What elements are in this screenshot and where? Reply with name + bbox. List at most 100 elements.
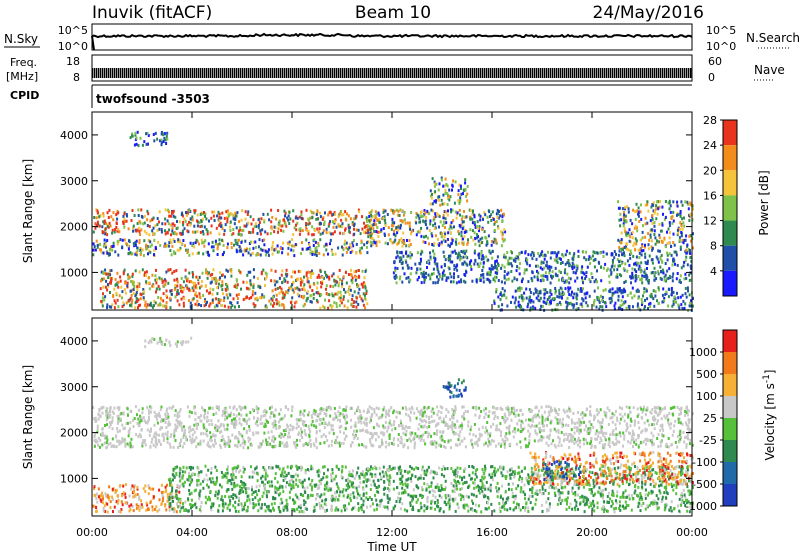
scatter-cell [206,443,209,447]
scatter-cell [445,278,448,282]
nave-bar [134,68,136,78]
nave-bar [442,68,444,78]
scatter-cell [217,210,220,214]
scatter-cell [449,225,452,229]
scatter-cell [410,266,413,270]
scatter-cell [205,217,208,221]
scatter-cell [373,215,376,219]
scatter-cell [392,409,395,413]
scatter-cell [462,249,465,253]
scatter-cell [669,231,671,235]
scatter-cell [555,259,558,263]
scatter-cell [395,410,398,414]
scatter-cell [145,231,148,235]
scatter-cell [235,286,238,289]
scatter-cell [550,419,553,423]
scatter-cell [422,425,425,429]
scatter-cell [348,226,351,230]
scatter-cell [671,279,674,283]
scatter-cell [186,211,189,215]
scatter-cell [460,234,463,238]
scatter-cell [129,251,132,255]
nave-bar [512,68,514,78]
scatter-cell [122,214,125,218]
scatter-cell [150,427,152,431]
nave-bar [116,68,118,78]
scatter-cell [573,292,576,296]
scatter-cell [418,422,421,426]
scatter-cell [493,237,496,241]
scatter-cell [109,247,111,251]
scatter-cell [385,409,388,413]
scatter-cell [460,237,463,241]
scatter-cell [418,275,420,279]
scatter-cell [241,434,244,438]
scatter-cell [559,262,562,265]
scatter-cell [284,222,287,226]
scatter-cell [331,274,334,278]
scatter-cell [476,233,479,237]
scatter-cell [608,274,611,278]
scatter-cell [212,277,215,281]
scatter-cell [106,423,108,427]
scatter-cell [582,287,584,291]
scatter-cell [650,205,653,209]
nave-bar [196,68,198,78]
scatter-cell [309,273,312,277]
scatter-cell [473,231,476,235]
scatter-cell [368,215,371,218]
scatter-cell [257,226,260,230]
nave-bar [136,68,138,78]
nsearch-label: N.Search [746,31,800,45]
scatter-cell [337,290,340,294]
scatter-cell [440,235,443,239]
scatter-cell [653,233,656,236]
scatter-cell [235,278,238,282]
scatter-cell [307,222,310,226]
scatter-cell [651,271,654,274]
scatter-cell [589,280,592,284]
scatter-cell [119,275,122,279]
scatter-cell [189,221,192,225]
scatter-cell [442,213,445,217]
nave-bar [258,68,260,78]
scatter-cell [539,266,542,270]
scatter-cell [179,239,182,243]
scatter-cell [305,442,308,446]
scatter-cell [345,281,348,285]
scatter-cell [503,445,506,449]
nave-bar [448,68,450,78]
scatter-cell [179,420,181,424]
scatter-cell [218,219,221,223]
scatter-cell [327,306,330,310]
scatter-cell [597,286,599,290]
scatter-cell [117,280,120,284]
noise-tick-bottom-right: 10^0 [706,40,736,53]
scatter-cell [260,296,263,300]
scatter-cell [115,445,118,449]
scatter-cell [229,439,232,443]
scatter-cell [623,216,625,220]
scatter-cell [204,239,207,243]
scatter-cell [278,219,281,223]
scatter-cell [351,298,354,301]
scatter-cell [143,140,146,144]
scatter-cell [653,211,656,215]
scatter-cell [278,291,281,295]
scatter-cell [566,301,569,305]
scatter-cell [416,434,419,438]
scatter-cell [612,429,615,433]
scatter-cell [329,242,331,246]
scatter-cell [193,423,196,427]
scatter-cell [634,224,637,228]
scatter-cell [188,299,190,303]
scatter-cell [462,237,464,241]
scatter-cell [561,421,564,425]
scatter-cell [422,240,425,244]
scatter-cell [601,431,604,435]
scatter-cell [502,417,505,421]
scatter-cell [136,285,139,289]
scatter-cell [97,417,100,421]
scatter-cell [438,416,441,420]
